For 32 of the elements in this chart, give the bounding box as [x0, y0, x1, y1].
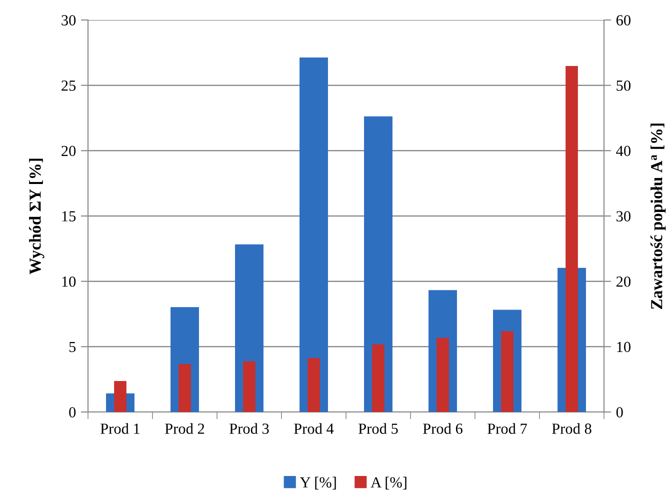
y-tick-label: 30 — [62, 15, 76, 26]
x-tick-label: Prod 8 — [552, 423, 592, 434]
x-tick-label: Prod 7 — [488, 423, 527, 434]
x-tick-label: Prod 1 — [100, 423, 140, 434]
y-tick-label: 15 — [62, 211, 76, 222]
y-tick-label: 20 — [62, 146, 76, 156]
y2-tick-label: 30 — [616, 211, 630, 222]
y2-axis-title: Zawartość popiołu A$^{a}$ [%] — [650, 124, 666, 309]
x-tick-label: Prod 2 — [165, 423, 204, 434]
x-tick-label: Prod 5 — [358, 423, 398, 434]
y-tick-label: 0 — [69, 407, 76, 418]
x-tick-label: Prod 6 — [423, 423, 462, 434]
bar — [436, 338, 449, 412]
bar — [178, 364, 191, 412]
y-axis-title: Wychód ΣY [%] — [29, 158, 44, 274]
bar — [300, 58, 328, 412]
y2-tick-label: 0 — [616, 407, 623, 418]
y-tick-label: 5 — [69, 342, 76, 352]
legend-label: Y [%] — [300, 476, 336, 490]
y-tick-label: 10 — [62, 276, 76, 287]
bar — [243, 361, 256, 412]
bar — [372, 344, 384, 412]
y2-tick-label: 40 — [616, 146, 630, 156]
bar — [308, 358, 320, 412]
legend-label: A [%] — [370, 476, 406, 490]
x-tick-label: Prod 4 — [294, 423, 334, 434]
y2-tick-label: 50 — [616, 80, 630, 91]
y2-tick-label: 60 — [616, 15, 630, 26]
y2-tick-label: 10 — [617, 342, 630, 352]
x-tick-label: Prod 3 — [230, 423, 269, 434]
y-tick-label: 25 — [62, 80, 76, 91]
y2-tick-label: 20 — [616, 276, 630, 287]
